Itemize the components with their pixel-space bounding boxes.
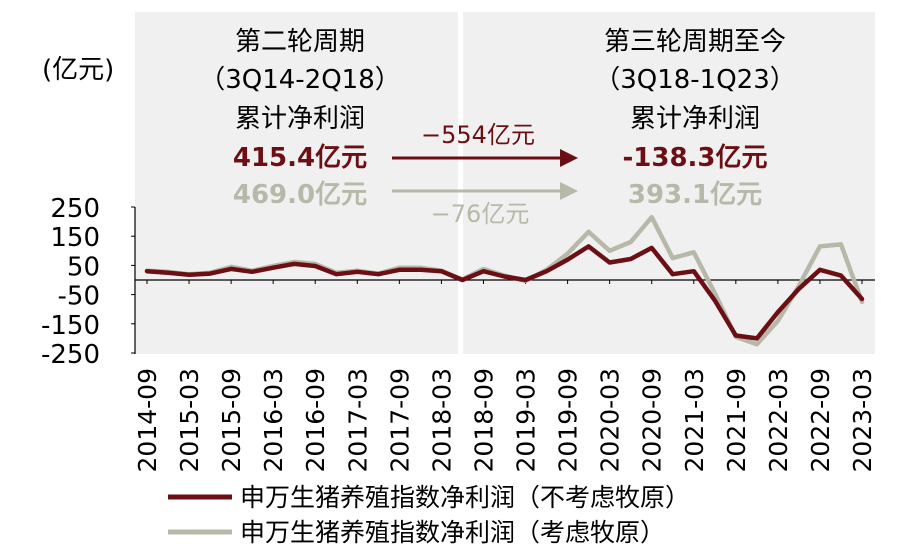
diff-excl-label: −554亿元 — [421, 121, 535, 149]
y-tick-label: -250 — [41, 340, 100, 370]
x-tick-label: 2020-09 — [638, 368, 667, 472]
x-tick-label: 2022-09 — [806, 368, 835, 472]
x-tick-label: 2018-09 — [469, 368, 498, 472]
y-tick-label: -150 — [41, 311, 100, 341]
period-left-value-incl: 469.0亿元 — [233, 180, 367, 210]
x-tick-label: 2014-09 — [133, 368, 162, 472]
period-left-range: （3Q14-2Q18） — [199, 65, 401, 95]
x-tick-label: 2017-03 — [343, 368, 372, 472]
x-tick-label: 2017-09 — [385, 368, 414, 472]
period-right-range: （3Q18-1Q23） — [594, 65, 796, 95]
x-tick-label: 2022-03 — [764, 368, 793, 472]
diff-incl-label: −76亿元 — [431, 200, 530, 228]
y-tick-label: -50 — [58, 282, 100, 312]
series-layer — [144, 214, 865, 347]
x-tick-label: 2019-03 — [512, 368, 541, 472]
x-tick-label: 2021-09 — [722, 368, 751, 472]
y-tick-label: 250 — [50, 194, 100, 224]
y-tick-label: 150 — [50, 223, 100, 253]
period-panel-left — [135, 12, 458, 354]
x-tick-label: 2019-09 — [554, 368, 583, 472]
series-line-excl-muyuan — [144, 244, 865, 341]
diff-incl-annotation: −76亿元 — [392, 182, 578, 228]
period-right-subtitle: 累计净利润 — [630, 104, 760, 134]
diff-excl-annotation: −554亿元 — [392, 121, 578, 167]
legend-label: 申万生猪养殖指数净利润（考虑牧原） — [240, 518, 665, 547]
x-tick-label: 2020-03 — [596, 368, 625, 472]
period-right-annotation: 第三轮周期至今 （3Q18-1Q23） 累计净利润 -138.3亿元 393.1… — [594, 27, 796, 210]
x-tick-label: 2015-09 — [217, 368, 246, 472]
y-tick-label: 50 — [67, 252, 100, 282]
legend: 申万生猪养殖指数净利润（不考虑牧原） 申万生猪养殖指数净利润（考虑牧原） — [168, 483, 690, 547]
period-left-title: 第二轮周期 — [235, 27, 365, 57]
period-left-value-excl: 415.4亿元 — [233, 143, 367, 173]
period-right-value-excl: -138.3亿元 — [622, 143, 767, 173]
diff-excl-arrow-head — [560, 149, 578, 167]
legend-label: 申万生猪养殖指数净利润（不考虑牧原） — [240, 483, 690, 512]
period-right-value-incl: 393.1亿元 — [628, 180, 762, 210]
x-axis: 2014-09 2015-03 2015-09 2016-03 2016-09 2017-… — [133, 279, 877, 472]
period-panel-right — [463, 12, 875, 354]
period-right-title: 第三轮周期至今 — [604, 27, 786, 57]
diff-incl-arrow-head — [560, 182, 578, 200]
period-left-subtitle: 累计净利润 — [235, 104, 365, 134]
x-tick-label: 2018-03 — [427, 368, 456, 472]
x-tick-label: 2021-03 — [680, 368, 709, 472]
unit-label: (亿元) — [42, 55, 114, 85]
x-tick-label: 2015-03 — [175, 368, 204, 472]
x-tick-label: 2023-03 — [848, 368, 877, 472]
x-tick-label: 2016-09 — [301, 368, 330, 472]
period-left-annotation: 第二轮周期 （3Q14-2Q18） 累计净利润 415.4亿元 469.0亿元 — [199, 27, 401, 210]
x-tick-label: 2016-03 — [259, 368, 288, 472]
